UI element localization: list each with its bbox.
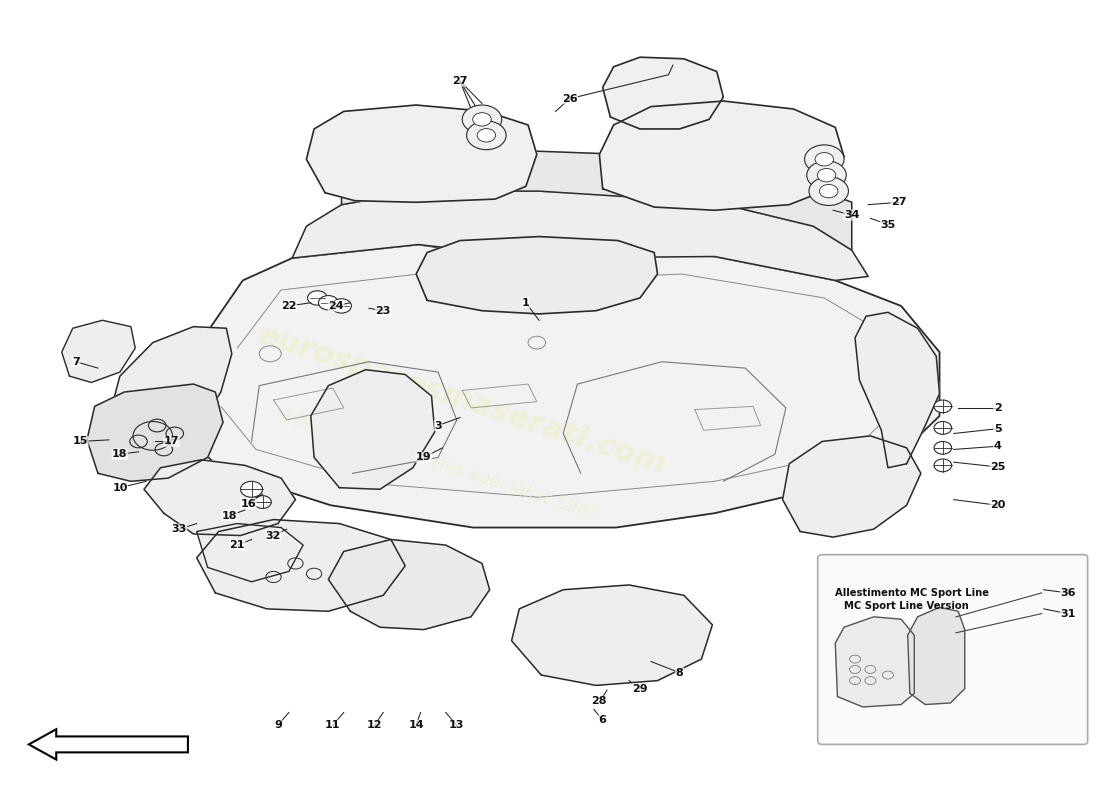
Text: 26: 26 <box>562 94 578 104</box>
Text: 9: 9 <box>274 720 282 730</box>
Polygon shape <box>835 617 914 707</box>
Polygon shape <box>855 312 939 468</box>
Text: 1: 1 <box>522 298 530 308</box>
Polygon shape <box>600 101 844 210</box>
Circle shape <box>934 422 952 434</box>
Text: 6: 6 <box>598 715 606 726</box>
Text: eurosparesmaserati.com: eurosparesmaserati.com <box>254 320 670 480</box>
Text: 23: 23 <box>375 306 390 316</box>
Text: 28: 28 <box>592 696 607 706</box>
Text: a parts & accessories specialist 1985: a parts & accessories specialist 1985 <box>278 403 602 524</box>
Circle shape <box>254 496 272 509</box>
Text: 22: 22 <box>282 301 297 311</box>
Polygon shape <box>197 523 304 582</box>
Text: 7: 7 <box>73 357 80 366</box>
Text: 27: 27 <box>452 76 468 86</box>
Polygon shape <box>307 105 537 202</box>
Text: 14: 14 <box>408 720 424 730</box>
Text: Allestimento MC Sport Line: Allestimento MC Sport Line <box>835 588 989 598</box>
Text: 10: 10 <box>112 482 128 493</box>
Polygon shape <box>197 519 405 611</box>
Text: 3: 3 <box>434 421 442 430</box>
Text: 21: 21 <box>230 540 245 550</box>
Polygon shape <box>109 326 232 458</box>
Polygon shape <box>183 245 939 527</box>
Polygon shape <box>329 539 490 630</box>
Polygon shape <box>908 607 965 705</box>
Text: 17: 17 <box>164 437 179 446</box>
Text: 13: 13 <box>449 720 464 730</box>
Text: 4: 4 <box>993 442 1002 451</box>
Circle shape <box>332 298 351 313</box>
Text: 19: 19 <box>416 452 431 462</box>
Text: 33: 33 <box>172 524 187 534</box>
Text: 27: 27 <box>891 198 906 207</box>
Polygon shape <box>311 370 434 490</box>
Text: 2: 2 <box>993 403 1001 413</box>
Text: 8: 8 <box>675 668 683 678</box>
Circle shape <box>808 177 848 206</box>
FancyBboxPatch shape <box>817 554 1088 744</box>
Circle shape <box>815 153 834 166</box>
Text: MC Sport Line Version: MC Sport Line Version <box>844 601 969 610</box>
Polygon shape <box>341 151 851 250</box>
Polygon shape <box>144 460 296 535</box>
Polygon shape <box>293 191 868 281</box>
Circle shape <box>319 295 338 310</box>
Text: 11: 11 <box>324 720 341 730</box>
Text: 20: 20 <box>990 500 1005 510</box>
Text: 24: 24 <box>328 301 344 311</box>
Text: 34: 34 <box>844 210 859 220</box>
Circle shape <box>934 459 952 472</box>
Circle shape <box>462 105 502 134</box>
Circle shape <box>934 442 952 454</box>
Text: 16: 16 <box>241 498 256 509</box>
Circle shape <box>934 400 952 413</box>
Text: 15: 15 <box>73 437 88 446</box>
Text: 35: 35 <box>880 220 895 230</box>
Circle shape <box>308 290 328 305</box>
Circle shape <box>804 145 844 174</box>
Polygon shape <box>603 57 724 129</box>
Text: 36: 36 <box>1060 588 1076 598</box>
Text: 25: 25 <box>990 462 1005 472</box>
Text: 5: 5 <box>994 424 1001 434</box>
FancyArrow shape <box>29 730 188 759</box>
Circle shape <box>820 185 838 198</box>
Circle shape <box>466 121 506 150</box>
Circle shape <box>241 482 263 498</box>
Circle shape <box>477 129 496 142</box>
Text: 12: 12 <box>366 720 382 730</box>
Circle shape <box>806 161 846 190</box>
Circle shape <box>817 169 836 182</box>
Text: 29: 29 <box>632 683 648 694</box>
Polygon shape <box>416 237 658 314</box>
Text: 18: 18 <box>222 510 238 521</box>
Polygon shape <box>87 384 223 482</box>
Text: 32: 32 <box>266 530 282 541</box>
Circle shape <box>473 113 492 126</box>
Polygon shape <box>512 585 713 686</box>
Polygon shape <box>782 436 921 537</box>
Text: 31: 31 <box>1060 609 1076 618</box>
Polygon shape <box>62 320 135 382</box>
Text: 18: 18 <box>112 450 128 459</box>
